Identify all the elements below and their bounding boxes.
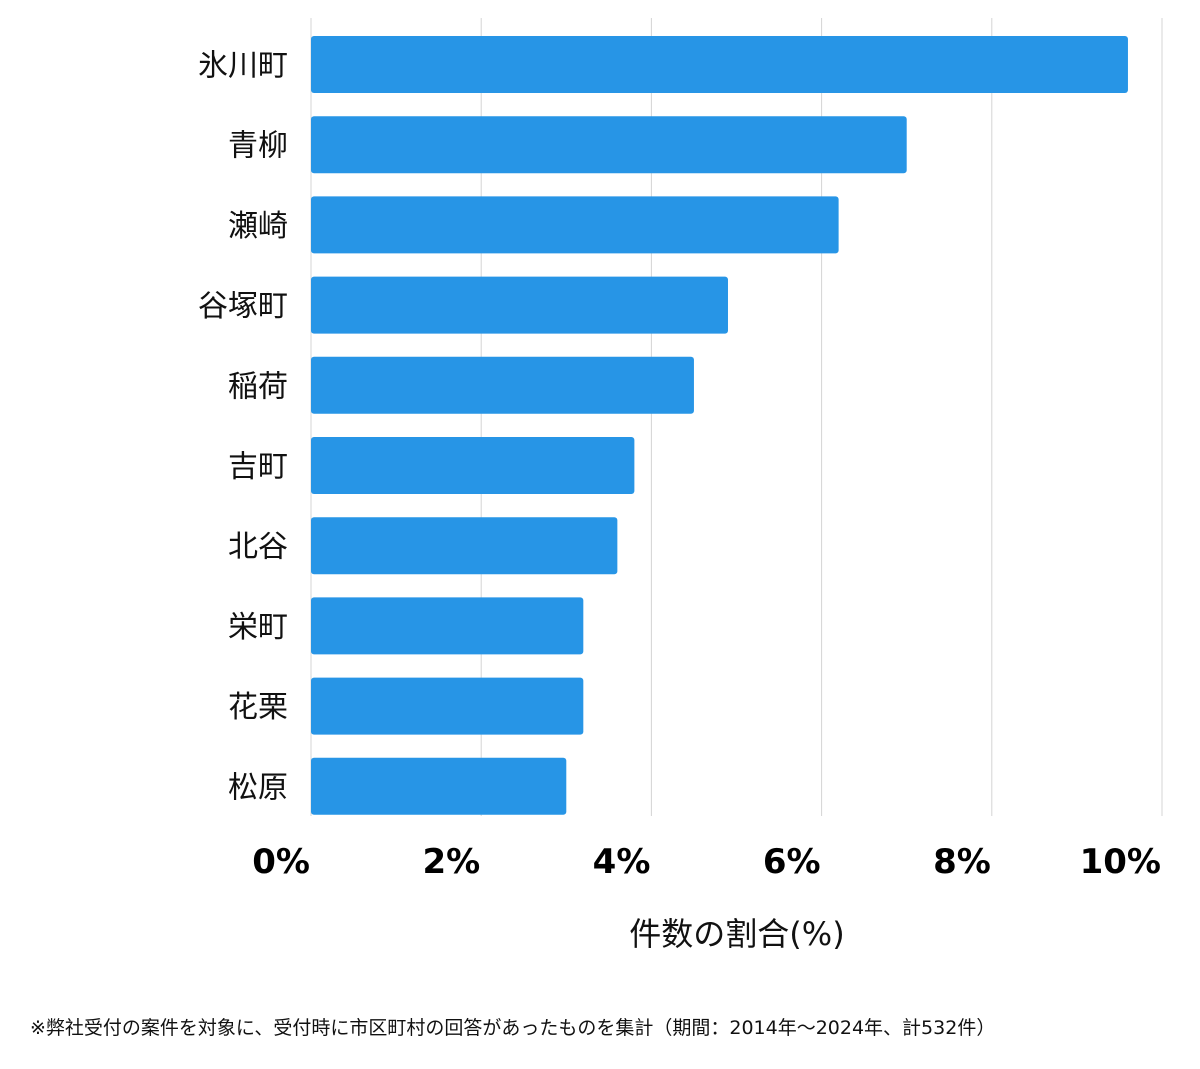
bar [311, 276, 728, 334]
x-tick-label: 10% [1080, 842, 1161, 882]
bar [311, 677, 584, 735]
category-label: 松原 [228, 770, 288, 805]
category-label: 栄町 [228, 610, 288, 645]
footnote: ※弊社受付の案件を対象に、受付時に市区町村の回答があったものを集計（期間：201… [30, 1017, 996, 1039]
bar [311, 437, 635, 494]
category-label: 北谷 [228, 530, 288, 565]
x-tick-label: 0% [252, 842, 310, 882]
category-label: 稲荷 [228, 369, 288, 404]
category-label: 青柳 [228, 129, 288, 164]
x-axis-title: 件数の割合(%) [629, 915, 844, 953]
x-tick-label: 2% [422, 842, 480, 882]
category-label: 瀬崎 [228, 209, 288, 244]
x-tick-label: 6% [763, 842, 821, 882]
category-label: 吉町 [228, 450, 288, 485]
bars [311, 36, 1128, 815]
bar [311, 196, 839, 254]
bar [311, 36, 1128, 93]
bar [311, 517, 618, 575]
x-tick-label: 4% [593, 842, 651, 882]
bar [311, 356, 694, 414]
bar [311, 597, 584, 655]
x-tick-labels: 0% 2% 4% 6% 8% 10% [252, 842, 1161, 882]
category-label: 花栗 [228, 690, 288, 725]
bar [311, 116, 907, 174]
category-label: 氷川町 [198, 49, 288, 84]
x-tick-label: 8% [933, 842, 991, 882]
bar [311, 757, 567, 815]
category-label: 谷塚町 [198, 289, 288, 324]
